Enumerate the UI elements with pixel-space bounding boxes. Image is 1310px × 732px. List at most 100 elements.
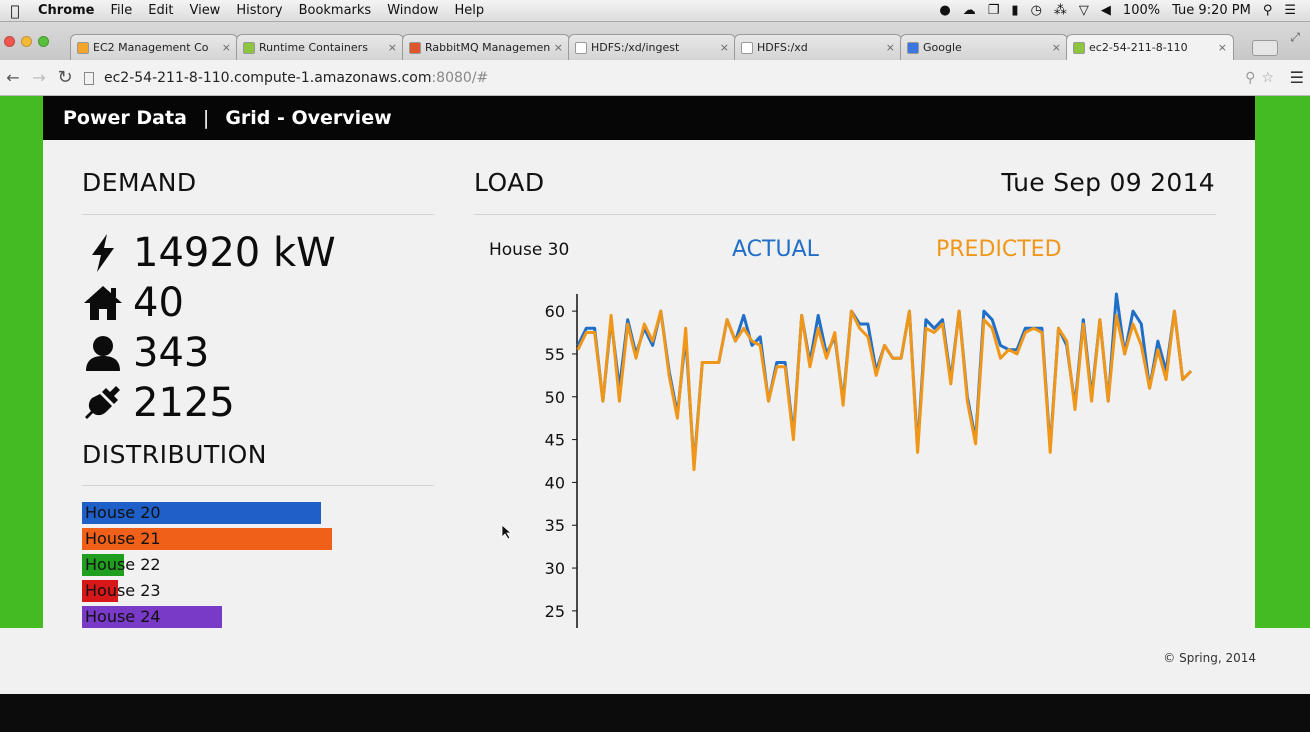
stat-devices: 2125 (83, 380, 235, 426)
distribution-bar-label: House 24 (85, 607, 161, 626)
volume-icon[interactable]: ◀ (1100, 3, 1111, 18)
distribution-title: DISTRIBUTION (82, 440, 267, 469)
demand-divider (82, 214, 434, 215)
notification-center-icon[interactable]: ☰ (1284, 3, 1296, 18)
tab-label: HDFS:/xd/ingest (591, 41, 680, 54)
tab-favicon-icon (575, 41, 587, 54)
app-navbar: Power Data | Grid - Overview (43, 96, 1255, 140)
apple-icon[interactable]:  (0, 2, 30, 20)
distribution-bar (82, 528, 332, 550)
fullscreen-icon[interactable]: ⤢ (1290, 30, 1300, 44)
distribution-bar-label: House 22 (85, 555, 161, 574)
close-window-button[interactable] (4, 36, 15, 47)
minimize-window-button[interactable] (21, 36, 32, 47)
bookmark-star-icon[interactable]: ☆ (1261, 70, 1274, 86)
browser-tab[interactable]: RabbitMQ Management × (402, 34, 570, 60)
page-footer-band (0, 628, 1310, 694)
distribution-bar-label: House 23 (85, 581, 161, 600)
mac-menubar:  Chrome File Edit View History Bookmark… (0, 0, 1310, 22)
distribution-bar (82, 606, 222, 628)
tab-close-icon[interactable]: × (387, 41, 397, 54)
menu-history[interactable]: History (236, 3, 283, 18)
y-tick-label: 40 (545, 473, 565, 492)
forward-arrow-icon[interactable]: → (32, 68, 46, 87)
address-bar[interactable]: ec2-54-211-8-110.compute-1.amazonaws.com… (84, 66, 1274, 90)
dashboard-panel: DEMAND 14920 kW 40 343 2125 (43, 140, 1255, 628)
people-value: 343 (133, 330, 210, 376)
tab-close-icon[interactable]: × (221, 41, 231, 54)
bluetooth-icon[interactable]: ⁂ (1053, 3, 1067, 18)
distribution-bar (82, 554, 124, 576)
browser-tab[interactable]: Runtime Containers × (236, 34, 404, 60)
tab-label: HDFS:/xd (757, 41, 808, 54)
battery-percent[interactable]: 100% (1122, 3, 1161, 18)
tab-close-icon[interactable]: × (1217, 41, 1227, 54)
tab-favicon-icon (243, 41, 255, 54)
load-divider (474, 214, 1216, 215)
wifi-icon[interactable]: ▽ (1078, 3, 1089, 18)
tab-label: Google (923, 41, 962, 54)
lightning-icon (83, 233, 123, 273)
load-line-chart: 60 55 50 45 40 35 30 25 (545, 292, 1193, 628)
stat-power: 14920 kW (83, 230, 336, 276)
y-tick-label: 45 (545, 431, 565, 450)
menubar-status-area: ● ☁ ❐ ▮ ◷ ⁂ ▽ ◀ 100% Tue 9:20 PM ⚲ ☰ (933, 3, 1310, 18)
menu-help[interactable]: Help (454, 3, 485, 18)
mouse-cursor-icon (501, 524, 513, 540)
notification-icon[interactable]: ● (939, 3, 951, 18)
tab-close-icon[interactable]: × (885, 41, 895, 54)
browser-tab[interactable]: HDFS:/xd × (734, 34, 902, 60)
zoom-window-button[interactable] (38, 36, 49, 47)
tab-favicon-icon (409, 41, 421, 54)
back-arrow-icon[interactable]: ← (6, 68, 20, 87)
time-machine-icon[interactable]: ◷ (1030, 3, 1042, 18)
browser-tab[interactable]: Google × (900, 34, 1068, 60)
tab-close-icon[interactable]: × (719, 41, 729, 54)
distribution-divider (82, 485, 434, 486)
window-icon[interactable]: ❐ (987, 3, 1000, 18)
tab-close-icon[interactable]: × (553, 41, 563, 54)
tab-label: Runtime Containers (259, 41, 368, 54)
browser-tab[interactable]: HDFS:/xd/ingest × (568, 34, 736, 60)
cloud-icon[interactable]: ☁ (962, 3, 976, 18)
tab-close-icon[interactable]: × (1051, 41, 1061, 54)
reload-icon[interactable]: ↻ (57, 67, 73, 88)
zoom-icon[interactable]: ⚲ (1245, 70, 1256, 86)
url-port-path: :8080/# (431, 70, 489, 86)
menu-bookmarks[interactable]: Bookmarks (298, 3, 372, 18)
window-controls (4, 36, 49, 47)
browser-tab[interactable]: EC2 Management Co × (70, 34, 238, 60)
nav-section-link[interactable]: Grid - Overview (225, 107, 392, 129)
demand-title: DEMAND (82, 168, 197, 197)
homes-value: 40 (133, 280, 184, 326)
load-date: Tue Sep 09 2014 (1001, 168, 1215, 197)
brand-link[interactable]: Power Data (63, 107, 187, 129)
chrome-menu-icon[interactable]: ☰ (1289, 68, 1304, 87)
load-title: LOAD (474, 168, 545, 197)
tab-label: EC2 Management Co (93, 41, 209, 54)
battery-indicator-icon[interactable]: ▮ (1011, 3, 1019, 18)
footer-copyright: © Spring, 2014 (1163, 651, 1256, 665)
tab-label: RabbitMQ Management (425, 41, 550, 54)
browser-tab[interactable]: ec2-54-211-8-110 × (1066, 34, 1234, 60)
menu-app-chrome[interactable]: Chrome (38, 3, 95, 18)
power-value: 14920 kW (133, 230, 336, 276)
spotlight-search-icon[interactable]: ⚲ (1262, 3, 1273, 18)
series-predicted-line (576, 309, 1193, 472)
person-icon (83, 333, 123, 373)
web-page: Power Data | Grid - Overview DEMAND 1492… (0, 96, 1310, 694)
distribution-bar-label: House 21 (85, 529, 161, 548)
menu-view[interactable]: View (189, 3, 221, 18)
y-tick-label: 35 (545, 516, 565, 535)
menu-edit[interactable]: Edit (148, 3, 174, 18)
clock[interactable]: Tue 9:20 PM (1172, 3, 1251, 18)
menu-window[interactable]: Window (387, 3, 439, 18)
stat-homes: 40 (83, 280, 184, 326)
new-tab-button[interactable] (1252, 40, 1278, 56)
distribution-bar (82, 502, 321, 524)
plug-icon (83, 383, 123, 423)
y-tick-label: 55 (545, 345, 565, 364)
browser-toolbar: ← → ↻ ec2-54-211-8-110.compute-1.amazona… (0, 60, 1310, 96)
y-tick-label: 25 (545, 602, 565, 621)
menu-file[interactable]: File (110, 3, 133, 18)
